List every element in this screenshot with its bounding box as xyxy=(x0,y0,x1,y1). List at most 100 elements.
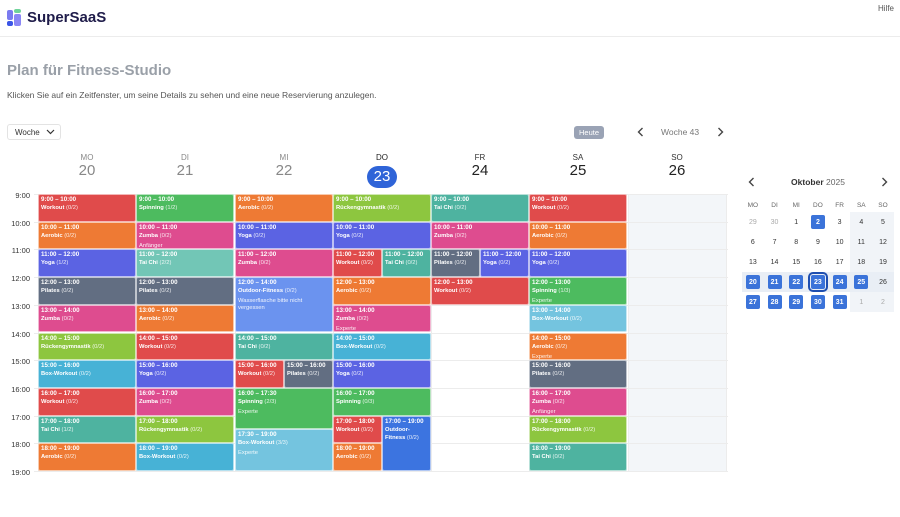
mini-calendar-day[interactable]: 6 xyxy=(750,238,755,246)
event-slot[interactable]: 13:00 – 14:00 Zumba (0/2) Experte xyxy=(333,304,431,333)
mini-calendar-day[interactable]: 19 xyxy=(872,252,894,272)
prev-month-button[interactable] xyxy=(748,177,755,187)
today-button[interactable]: Heute xyxy=(574,126,604,139)
day-header-mi[interactable]: MI 22 xyxy=(235,153,333,180)
mini-calendar-day[interactable]: 12 xyxy=(872,232,894,252)
mini-calendar-day[interactable]: 26 xyxy=(872,272,894,292)
mini-calendar-day[interactable]: 14 xyxy=(770,258,779,266)
mini-calendar-day[interactable]: 30 xyxy=(770,218,779,226)
event-slot[interactable]: 11:00 – 12:00 Tai Chi (2/2) xyxy=(136,249,234,278)
event-slot[interactable]: 9:00 – 10:00 Workout (0/2) xyxy=(38,194,136,222)
mini-calendar-day[interactable]: 31 xyxy=(829,292,851,312)
prev-week-button[interactable] xyxy=(637,127,644,137)
event-slot[interactable]: 15:00 – 16:00 Pilates (0/2) xyxy=(529,360,627,388)
mini-calendar-day[interactable]: 29 xyxy=(748,218,757,226)
event-slot[interactable]: 16:00 – 17:30 Spinning (2/3) Experte xyxy=(235,387,333,430)
event-slot[interactable]: 13:00 – 14:00 Zumba (0/2) xyxy=(38,304,136,333)
mini-calendar-day[interactable]: 20 xyxy=(742,272,764,292)
day-header-sa[interactable]: SA 25 xyxy=(529,153,627,180)
event-slot[interactable]: 18:00 – 19:00 Box-Workout (0/2) xyxy=(136,443,234,471)
day-header-so[interactable]: SO 26 xyxy=(628,153,726,180)
mini-calendar-day[interactable]: 2 xyxy=(807,212,829,232)
mini-calendar-day[interactable]: 18 xyxy=(850,252,873,272)
event-slot[interactable]: 17:00 – 18:00 Rückengymnastik (0/2) xyxy=(136,415,234,444)
event-slot[interactable]: 14:00 – 15:00 Tai Chi (0/2) xyxy=(235,332,333,361)
event-slot[interactable]: 11:00 – 12:00 Workout (0/2) xyxy=(333,249,382,278)
event-slot[interactable]: 12:00 – 13:00 Workout (0/2) xyxy=(431,277,529,305)
mini-calendar-day[interactable]: 21 xyxy=(763,272,786,292)
mini-calendar-day[interactable]: 17 xyxy=(835,258,844,266)
event-slot[interactable]: 10:00 – 11:00 Aerobic (0/2) xyxy=(529,221,627,250)
event-slot[interactable]: 18:00 – 19:00 Aerobic (0/2) xyxy=(38,443,136,471)
event-slot[interactable]: 9:00 – 10:00 Rückengymnastik (0/2) xyxy=(333,194,431,222)
event-slot[interactable]: 11:00 – 12:00 Yoga (0/2) xyxy=(480,249,529,278)
mini-calendar-day[interactable]: 1 xyxy=(850,292,873,312)
event-slot[interactable]: 16:00 – 17:00 Zumba (0/2) Anfänger xyxy=(529,387,627,416)
mini-calendar-day[interactable]: 3 xyxy=(837,218,842,226)
event-slot[interactable]: 10:00 – 11:00 Zumba (0/2) xyxy=(431,221,529,250)
event-slot[interactable]: 11:00 – 12:00 Zumba (0/2) xyxy=(235,249,333,278)
event-slot[interactable]: 11:00 – 12:00 Yoga (1/2) xyxy=(38,249,136,278)
event-slot[interactable]: 10:00 – 11:00 Zumba (0/2) Anfänger xyxy=(136,221,234,250)
event-slot[interactable]: 11:00 – 12:00 Tai Chi (0/2) xyxy=(382,249,431,278)
mini-calendar-day[interactable]: 13 xyxy=(748,258,757,266)
next-week-button[interactable] xyxy=(717,127,724,137)
event-slot[interactable]: 12:00 – 13:00 Spinning (1/3) Experte xyxy=(529,277,627,305)
event-slot[interactable]: 18:00 – 19:00 Aerobic (0/2) xyxy=(333,443,382,471)
event-slot[interactable]: 9:00 – 10:00 Workout (0/2) xyxy=(529,194,627,222)
event-slot[interactable]: 12:00 – 14:00 Outdoor-Fitness (0/2) Wasser… xyxy=(235,277,333,333)
event-slot[interactable]: 15:00 – 16:00 Yoga (0/2) xyxy=(333,360,431,388)
event-slot[interactable]: 17:00 – 19:00 Outdoor-Fitness (0/2) xyxy=(382,415,431,471)
mini-calendar-day[interactable]: 1 xyxy=(794,218,799,226)
event-slot[interactable]: 9:00 – 10:00 Spinning (1/2) xyxy=(136,194,234,222)
event-slot[interactable]: 14:00 – 15:00 Workout (0/2) xyxy=(136,332,234,361)
mini-calendar-day[interactable]: 28 xyxy=(764,292,786,312)
event-slot[interactable]: 15:00 – 16:00 Pilates (0/2) xyxy=(284,360,333,388)
mini-calendar-day[interactable]: 15 xyxy=(792,258,801,266)
event-slot[interactable]: 13:00 – 14:00 Box-Workout (0/2) xyxy=(529,304,627,333)
mini-calendar-day[interactable]: 23 xyxy=(807,272,829,292)
event-slot[interactable]: 12:00 – 13:00 Pilates (0/2) xyxy=(38,277,136,305)
day-header-di[interactable]: DI 21 xyxy=(136,153,234,180)
view-select[interactable]: Woche xyxy=(7,124,61,140)
mini-calendar-day[interactable]: 4 xyxy=(850,212,873,232)
event-slot[interactable]: 9:00 – 10:00 Tai Chi (0/2) xyxy=(431,194,529,222)
event-slot[interactable]: 11:00 – 12:00 Pilates (0/2) xyxy=(431,249,480,278)
event-slot[interactable]: 17:30 – 19:00 Box-Workout (3/3) Experte xyxy=(235,429,333,471)
mini-calendar-day[interactable]: 8 xyxy=(794,238,799,246)
event-slot[interactable]: 12:00 – 13:00 Aerobic (0/2) xyxy=(333,277,431,305)
event-slot[interactable]: 14:00 – 15:00 Aerobic (0/2) Experte xyxy=(529,332,627,361)
event-slot[interactable]: 15:00 – 16:00 Box-Workout (0/2) xyxy=(38,360,136,388)
mini-calendar-day[interactable]: 9 xyxy=(815,238,820,246)
mini-calendar-day[interactable]: 29 xyxy=(785,292,807,312)
event-slot[interactable]: 10:00 – 11:00 Aerobic (0/2) xyxy=(38,221,136,250)
event-slot[interactable]: 10:00 – 11:00 Yoga (0/2) xyxy=(235,221,333,250)
event-slot[interactable]: 15:00 – 16:00 Yoga (0/2) xyxy=(136,360,234,388)
next-month-button[interactable] xyxy=(881,177,888,187)
event-slot[interactable]: 18:00 – 19:00 Tai Chi (0/2) xyxy=(529,443,627,471)
day-header-do[interactable]: DO 23 xyxy=(333,153,431,188)
help-link[interactable]: Hilfe xyxy=(877,4,894,13)
event-slot[interactable]: 17:00 – 18:00 Workout (0/2) xyxy=(333,415,382,444)
day-header-mo[interactable]: MO 20 xyxy=(38,153,136,180)
logo[interactable]: SuperSaaS xyxy=(7,9,106,26)
event-slot[interactable]: 17:00 – 18:00 Rückengymnastik (0/2) xyxy=(529,415,627,444)
mini-calendar-day[interactable]: 30 xyxy=(807,292,829,312)
event-slot[interactable]: 16:00 – 17:00 Spinning (0/3) xyxy=(333,387,431,416)
event-slot[interactable]: 12:00 – 13:00 Pilates (0/2) xyxy=(136,277,234,305)
mini-calendar-day[interactable]: 10 xyxy=(835,238,844,246)
mini-calendar-day[interactable]: 5 xyxy=(872,212,894,232)
mini-calendar-day[interactable]: 11 xyxy=(850,232,873,252)
mini-calendar-day[interactable]: 25 xyxy=(850,272,873,292)
mini-calendar-day[interactable]: 2 xyxy=(872,292,894,312)
mini-calendar-day[interactable]: 16 xyxy=(814,258,822,266)
event-slot[interactable]: 14:00 – 15:00 Rückengymnastik (0/2) xyxy=(38,332,136,361)
mini-calendar-day[interactable]: 22 xyxy=(785,272,808,292)
mini-calendar-day[interactable]: 24 xyxy=(828,272,851,292)
event-slot[interactable]: 9:00 – 10:00 Aerobic (0/2) xyxy=(235,194,333,222)
event-slot[interactable]: 16:00 – 17:00 Zumba (0/2) xyxy=(136,387,234,416)
event-slot[interactable]: 10:00 – 11:00 Yoga (0/2) xyxy=(333,221,431,250)
event-slot[interactable]: 17:00 – 18:00 Tai Chi (1/2) xyxy=(38,415,136,444)
day-header-fr[interactable]: FR 24 xyxy=(431,153,529,180)
mini-calendar-day[interactable]: 27 xyxy=(742,292,764,312)
